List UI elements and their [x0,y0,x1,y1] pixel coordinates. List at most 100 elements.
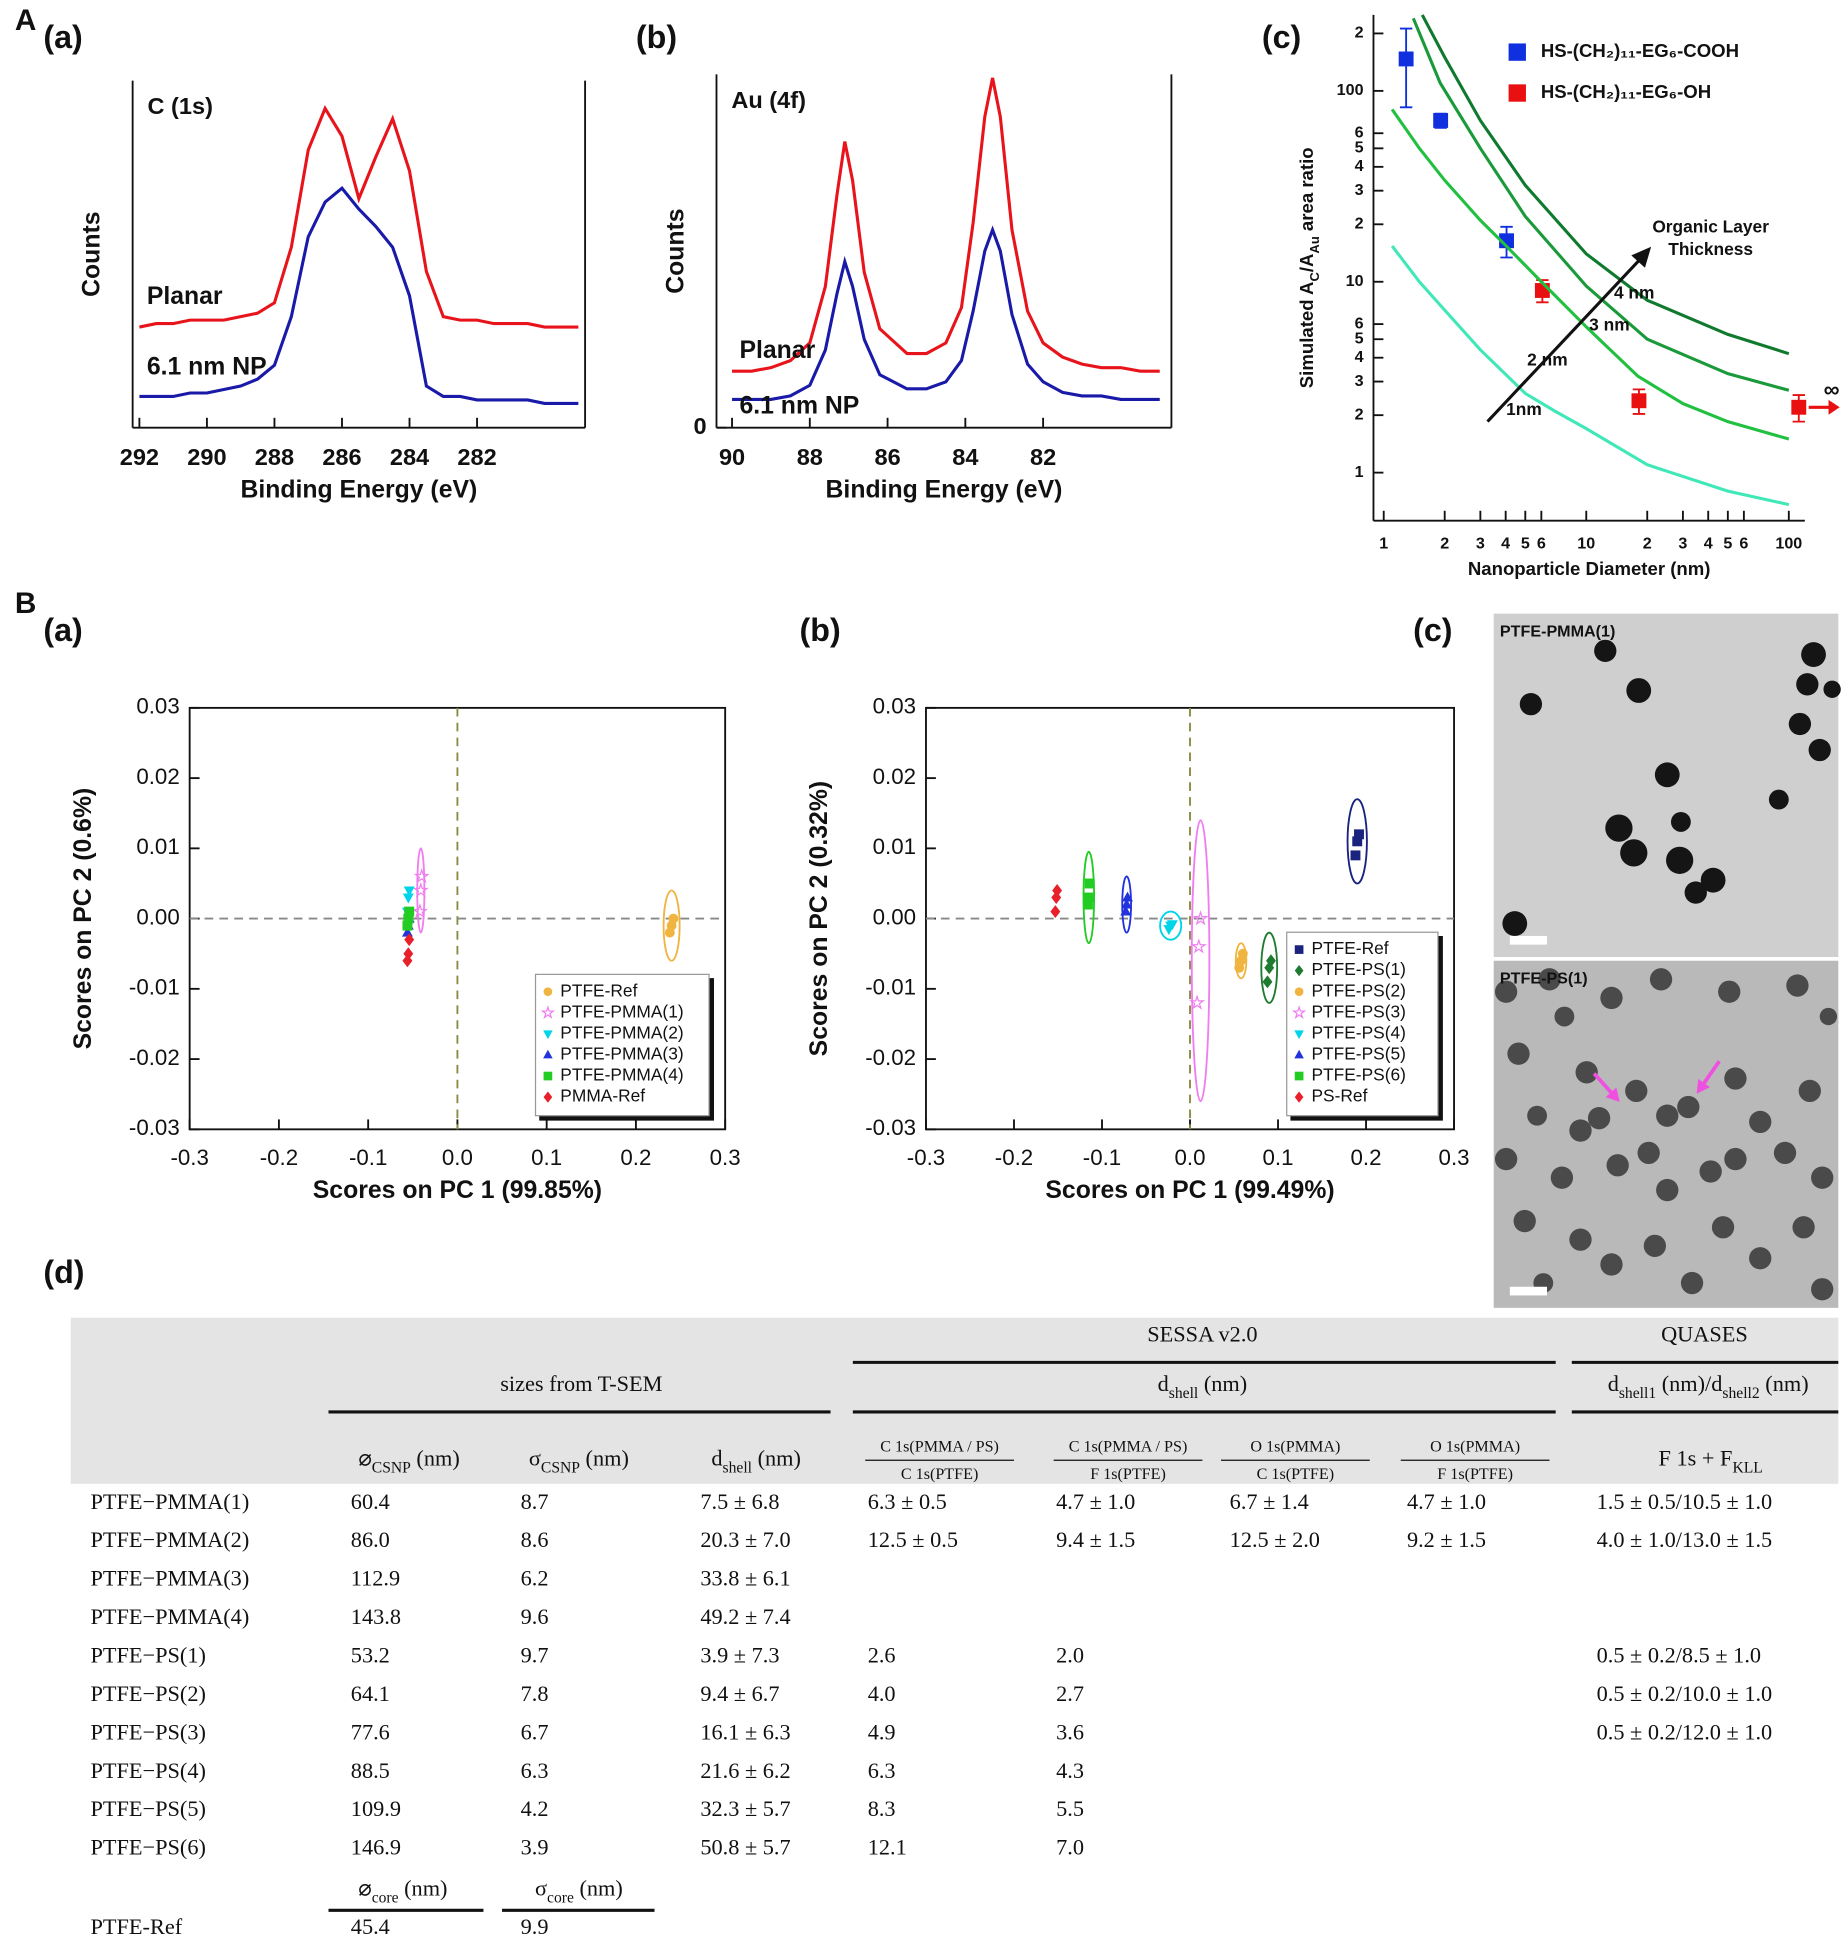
row-label: PTFE−PMMA(2) [90,1527,249,1552]
particle [1626,678,1652,703]
y-axis-label-part: Au [1307,236,1322,253]
y-tick-label: 1 [1355,463,1364,481]
model-curve [1420,14,1790,356]
marker [1264,961,1275,975]
particle [1811,1166,1834,1189]
chart-title: Au (4f) [731,87,806,113]
y-tick-label: -0.01 [129,975,180,1000]
marker [543,1071,553,1081]
panel-label: (c) [1262,19,1301,55]
marker [1534,283,1550,298]
thickness-arrow [1486,254,1645,423]
table-cell: 49.2 ± 7.4 [700,1604,790,1629]
particle [1513,1209,1536,1233]
particle [1711,1216,1735,1239]
y-tick-label: 4 [1355,348,1364,366]
particle [1625,1079,1648,1103]
y-tick-label: 0 [693,413,706,439]
particle [1792,1216,1815,1239]
row-label: PTFE−PS(6) [90,1835,205,1860]
marker [1350,850,1361,861]
particle [1749,1110,1772,1134]
x-tick-label: 290 [187,444,226,470]
particle [1724,1147,1747,1171]
table-cell: 21.6 ± 6.2 [700,1758,790,1783]
x-tick-label: 6 [1739,534,1748,552]
legend-label: PTFE-Ref [1311,938,1388,958]
row-label: PTFE−PMMA(1) [90,1489,249,1514]
marker [1192,910,1209,926]
particle [1569,1228,1592,1251]
marker [1262,975,1273,989]
particle [1649,968,1673,991]
column-header-part: (nm) [580,1445,629,1470]
x-tick-label: 86 [874,444,900,470]
x-tick-label: 2 [1440,534,1449,552]
marker [404,906,415,917]
column-header: dshell (nm) [711,1445,801,1476]
table-cell: 88.5 [351,1758,390,1783]
subgroup-header-part: (nm)/d [1656,1371,1722,1396]
particle [1786,974,1809,997]
marker [403,947,414,961]
table-cell: 5.5 [1056,1796,1084,1821]
column-header: ⌀core (nm) [358,1876,447,1907]
marker [1294,987,1304,997]
subgroup-header-part: (nm) [1760,1371,1809,1396]
legend-label: PMMA-Ref [560,1086,645,1106]
legend-label: PTFE-PMMA(2) [560,1022,683,1042]
x-tick-label: 0.3 [1439,1145,1470,1170]
confidence-ellipse [1260,931,1279,1004]
y-tick-label: 5 [1355,329,1364,347]
particle [1594,639,1617,663]
y-axis-label: Counts [79,212,106,297]
legend-label: PTFE-Ref [560,980,637,1000]
column-header-num: C 1s(PMMA / PS) [1069,1439,1188,1456]
marker [1294,1071,1304,1081]
y-axis-label-part: area ratio [1296,147,1317,236]
y-axis-label: Simulated AC/AAu area ratio [1296,147,1322,388]
marker [402,920,413,931]
row-label: PTFE−PMMA(3) [90,1566,249,1591]
y-tick-label: -0.03 [865,1115,916,1140]
legend-label: PTFE-PS(6) [1311,1065,1405,1085]
y-tick-label: 0.02 [136,764,179,789]
table-cell: 4.3 [1056,1758,1084,1783]
particle [1684,881,1707,904]
table-cell: 0.5 ± 0.2/8.5 ± 1.0 [1597,1643,1761,1668]
particle [1605,814,1633,842]
table-cell: 7.8 [521,1681,549,1706]
particle [1575,1061,1598,1084]
particle [1538,968,1561,991]
table-cell: 33.8 ± 6.1 [700,1566,790,1591]
particle [1700,867,1726,893]
x-tick-label: 90 [719,444,745,470]
particle [1554,1006,1575,1027]
x-tick-label: 0.0 [442,1145,473,1170]
table-cell: 4.7 ± 1.0 [1407,1489,1486,1514]
x-tick-label: 1 [1379,534,1388,552]
legend-shadow [539,978,715,1121]
column-header-den: C 1s(PTFE) [901,1466,978,1483]
table-cell: 77.6 [351,1719,390,1744]
particle [1656,1104,1679,1127]
particle [1656,1178,1679,1202]
row-label: PTFE−PS(4) [90,1758,205,1783]
table-cell: 0.5 ± 0.2/10.0 ± 1.0 [1597,1681,1773,1706]
x-tick-label: 4 [1704,534,1713,552]
marker [403,886,415,897]
column-header-part: (nm) [411,1445,460,1470]
y-axis-label: Counts [662,208,689,293]
legend-label: PTFE-PS(3) [1311,1001,1405,1021]
column-header: σcore (nm) [535,1876,623,1907]
x-tick-label: 100 [1775,534,1802,552]
panel-label: (a) [43,19,82,55]
subgroup-header-part: shell1 [1619,1385,1656,1402]
x-axis-label: Binding Energy (eV) [240,476,477,503]
table-cell: 4.9 [868,1719,896,1744]
x-axis-label: Scores on PC 1 (99.85%) [313,1177,602,1204]
table-cell: 1.5 ± 0.5/10.5 ± 1.0 [1597,1489,1773,1514]
marker [1294,965,1304,977]
table-cell: 7.5 ± 6.8 [700,1489,779,1514]
